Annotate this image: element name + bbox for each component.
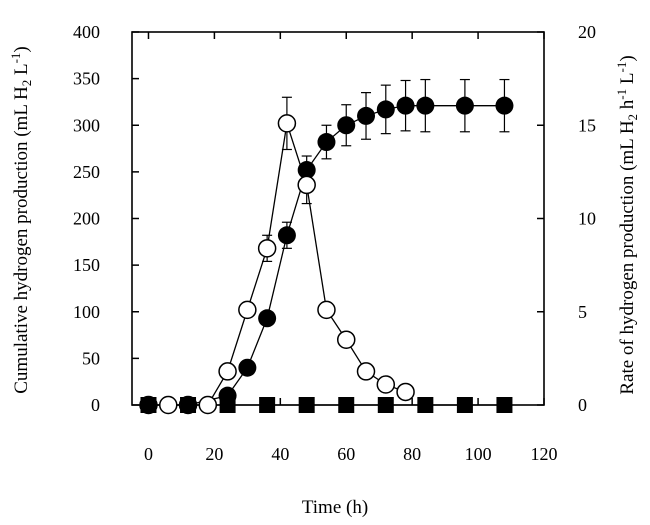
data-point-filled-circle xyxy=(416,96,435,115)
data-point-filled-circle xyxy=(396,96,415,115)
x-tick-label: 40 xyxy=(271,444,289,464)
y2-axis-title-part-2: h xyxy=(617,99,638,114)
data-point-square xyxy=(456,397,473,413)
tick-labels: 0 20 40 60 80 100 120 0 50 100 150 200 250 300 350 400 0… xyxy=(73,22,596,464)
y-tick-label: 100 xyxy=(73,302,100,322)
data-point-filled-circle xyxy=(297,161,316,180)
y2-axis-title-sub: 2 xyxy=(625,114,640,121)
data-point-open-circle xyxy=(277,114,297,133)
plot-frame xyxy=(131,31,545,406)
data-markers xyxy=(139,96,514,415)
data-point-open-circle xyxy=(257,239,277,258)
data-point-open-circle xyxy=(317,300,336,320)
x-axis-title: Time (h) xyxy=(302,497,368,518)
data-point-open-circle xyxy=(218,362,237,381)
y-tick-label: 250 xyxy=(73,162,100,182)
y-axis-title-sup: -1 xyxy=(8,53,23,64)
data-point-filled-circle xyxy=(277,226,296,245)
data-point-open-circle xyxy=(159,395,178,415)
y-axis-title-part-2: L xyxy=(11,63,32,79)
data-point-square xyxy=(496,397,513,413)
data-point-open-circle xyxy=(238,300,257,320)
y2-axis-title-sup-2: -1 xyxy=(614,62,629,73)
data-point-square xyxy=(219,397,236,413)
data-point-filled-circle xyxy=(258,309,277,328)
y-tick-label: 150 xyxy=(73,255,100,275)
y2-axis-title-sup-1: -1 xyxy=(614,89,629,100)
error-bars xyxy=(242,78,510,317)
y-axis-title: Cumulative hydrogen production (mL H2 L-… xyxy=(8,46,34,394)
y-tick-label: 0 xyxy=(91,395,100,415)
x-tick-label: 60 xyxy=(337,444,355,464)
data-point-square xyxy=(180,397,197,413)
data-point-filled-circle xyxy=(357,106,376,125)
data-point-open-circle xyxy=(297,175,316,195)
data-point-open-circle xyxy=(396,382,415,402)
y-axis-title-part-3: ) xyxy=(11,46,32,52)
data-point-square xyxy=(417,397,434,413)
axis-ticks xyxy=(132,31,545,406)
data-point-square xyxy=(377,397,394,413)
data-point-filled-circle xyxy=(238,358,257,377)
data-point-square xyxy=(338,397,355,413)
data-point-square xyxy=(259,397,276,413)
data-point-filled-circle xyxy=(337,116,356,135)
data-point-open-circle xyxy=(356,362,376,381)
y-tick-label: 50 xyxy=(82,348,100,368)
y2-axis-title: Rate of hydrogen production (mL H2 h-1 L… xyxy=(614,55,640,394)
data-point-open-circle xyxy=(336,330,356,349)
x-tick-label: 20 xyxy=(205,444,223,464)
data-point-filled-circle xyxy=(317,133,336,152)
y2-axis-title-part-1: Rate of hydrogen production (mL H xyxy=(617,120,638,394)
y-tick-label: 200 xyxy=(73,209,100,229)
y-tick-label: 300 xyxy=(73,115,100,135)
data-point-open-circle xyxy=(198,395,218,415)
data-point-filled-circle xyxy=(455,96,474,115)
plot-area-border xyxy=(131,31,545,406)
data-point-open-circle xyxy=(376,375,396,394)
y-tick-label: 350 xyxy=(73,69,100,89)
y2-axis-title-part-4: ) xyxy=(617,55,638,61)
data-point-filled-circle xyxy=(495,96,514,115)
data-point-filled-circle xyxy=(376,100,395,119)
x-tick-label: 0 xyxy=(144,444,153,464)
y2-tick-label: 20 xyxy=(578,22,596,42)
y-axis-title-sub: 2 xyxy=(19,80,34,87)
y-axis-title-part-1: Cumulative hydrogen production (mL H xyxy=(11,86,32,394)
y2-tick-label: 10 xyxy=(578,209,596,229)
y2-tick-label: 0 xyxy=(578,395,587,415)
y2-tick-label: 15 xyxy=(578,115,596,135)
data-point-square xyxy=(298,397,315,413)
x-tick-label: 120 xyxy=(531,444,558,464)
y2-tick-label: 5 xyxy=(578,302,587,322)
y2-axis-title-part-3: L xyxy=(617,73,638,89)
x-tick-label: 80 xyxy=(403,444,421,464)
x-tick-label: 100 xyxy=(465,444,492,464)
data-point-square xyxy=(140,397,157,413)
y-tick-label: 400 xyxy=(73,22,100,42)
